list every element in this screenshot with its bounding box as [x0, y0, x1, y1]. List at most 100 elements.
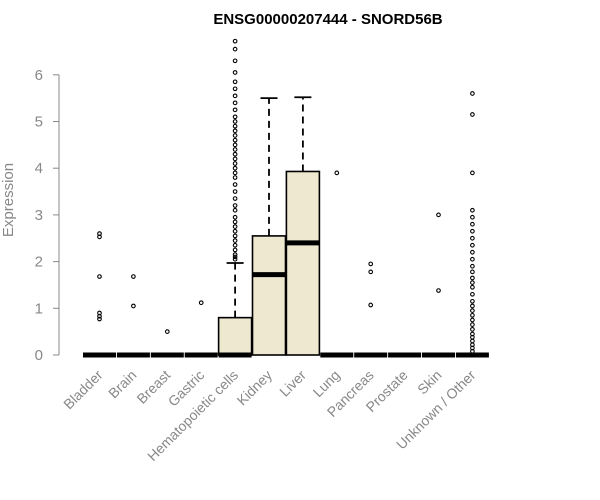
outlier-point: [232, 189, 238, 194]
y-tick-label: 4: [35, 160, 43, 177]
outlier-point: [470, 170, 475, 176]
y-axis-label: Expression: [0, 163, 17, 237]
box-group: [354, 261, 388, 358]
box: [217, 316, 253, 356]
outlier-point: [232, 147, 238, 152]
box-group: [320, 170, 354, 358]
outlier-point: [232, 203, 238, 208]
outlier-point: [232, 228, 238, 234]
outlier-point: [232, 70, 238, 75]
outlier-point: [232, 137, 238, 143]
y-tick-label: 5: [35, 114, 43, 131]
outlier-point: [470, 312, 475, 318]
chart-title: ENSG00000207444 - SNORD56B: [213, 11, 442, 28]
y-axis: 0 1 2 3 4 5 6: [35, 67, 60, 364]
outlier-point: [436, 288, 441, 293]
outlier-point: [232, 114, 238, 120]
outlier-point: [368, 302, 374, 308]
outlier-point: [470, 228, 475, 234]
outlier-point: [470, 291, 475, 297]
y-tick-label: 1: [35, 300, 43, 317]
outlier-point: [232, 86, 238, 92]
outlier-point: [232, 242, 238, 248]
outlier-point: [97, 231, 102, 236]
outlier-point: [131, 274, 136, 279]
outlier-point: [470, 275, 475, 281]
outlier-point: [334, 170, 340, 176]
outlier-point: [470, 326, 475, 332]
outlier-point: [97, 310, 102, 316]
outlier-point: [470, 298, 475, 304]
outlier-point: [232, 107, 238, 113]
box-group: [251, 97, 287, 356]
outlier-point: [368, 261, 374, 267]
outlier-point: [232, 46, 238, 52]
outlier-point: [368, 269, 374, 275]
box-group: [422, 212, 455, 358]
outlier-point: [232, 142, 238, 148]
outlier-point: [232, 123, 238, 129]
outlier-point: [470, 242, 475, 248]
box-group: [83, 231, 116, 358]
outlier-point: [232, 38, 238, 44]
outlier-point: [232, 100, 238, 106]
outlier-point: [232, 93, 238, 99]
outlier-point: [470, 342, 475, 348]
outlier-point: [232, 170, 238, 176]
outlier-point: [436, 212, 441, 218]
outlier-point: [470, 91, 475, 96]
outlier-point: [470, 112, 475, 117]
outlier-point: [470, 338, 475, 344]
outlier-point: [232, 165, 238, 171]
x-tick-label: Liver: [276, 367, 309, 400]
plot-area: [83, 38, 489, 358]
outlier-point: [232, 58, 238, 64]
outlier-point: [232, 256, 238, 262]
y-tick-label: 3: [35, 207, 43, 224]
outlier-point: [232, 254, 238, 260]
outlier-point: [470, 214, 475, 220]
outlier-point: [232, 233, 238, 239]
outlier-point: [470, 263, 475, 269]
outlier-point: [470, 280, 475, 285]
outlier-point: [470, 249, 475, 255]
outlier-point: [232, 161, 238, 166]
y-tick-label: 2: [35, 254, 43, 271]
outlier-point: [232, 224, 238, 229]
box-group: [455, 91, 489, 358]
outlier-point: [164, 329, 170, 335]
outlier-point: [198, 300, 204, 306]
outlier-point: [232, 247, 238, 253]
outlier-point: [470, 308, 475, 313]
outlier-point: [470, 317, 475, 323]
outlier-point: [470, 331, 475, 337]
outlier-point: [232, 156, 238, 162]
box-group: [150, 329, 184, 358]
y-tick-label: 6: [35, 67, 43, 84]
box-group: [184, 300, 218, 358]
x-tick-label: Kidney: [234, 367, 276, 409]
outlier-point: [470, 235, 475, 241]
box-group: [285, 96, 321, 356]
box-group: [217, 38, 253, 358]
outlier-point: [470, 303, 475, 309]
y-tick-label: 0: [35, 347, 43, 364]
box-group: [116, 274, 150, 358]
outlier-point: [470, 221, 475, 227]
outlier-point: [470, 207, 475, 213]
outlier-point: [232, 133, 238, 138]
outlier-point: [232, 79, 238, 85]
outlier-point: [232, 196, 238, 201]
outlier-point: [232, 182, 238, 187]
outlier-point: [470, 284, 475, 290]
outlier-point: [232, 207, 238, 213]
outlier-point: [131, 303, 136, 309]
box: [251, 235, 287, 356]
outlier-point: [97, 274, 102, 279]
outlier-point: [232, 128, 238, 134]
outlier-point: [470, 256, 475, 262]
outlier-point: [232, 119, 238, 124]
outlier-point: [232, 219, 238, 225]
